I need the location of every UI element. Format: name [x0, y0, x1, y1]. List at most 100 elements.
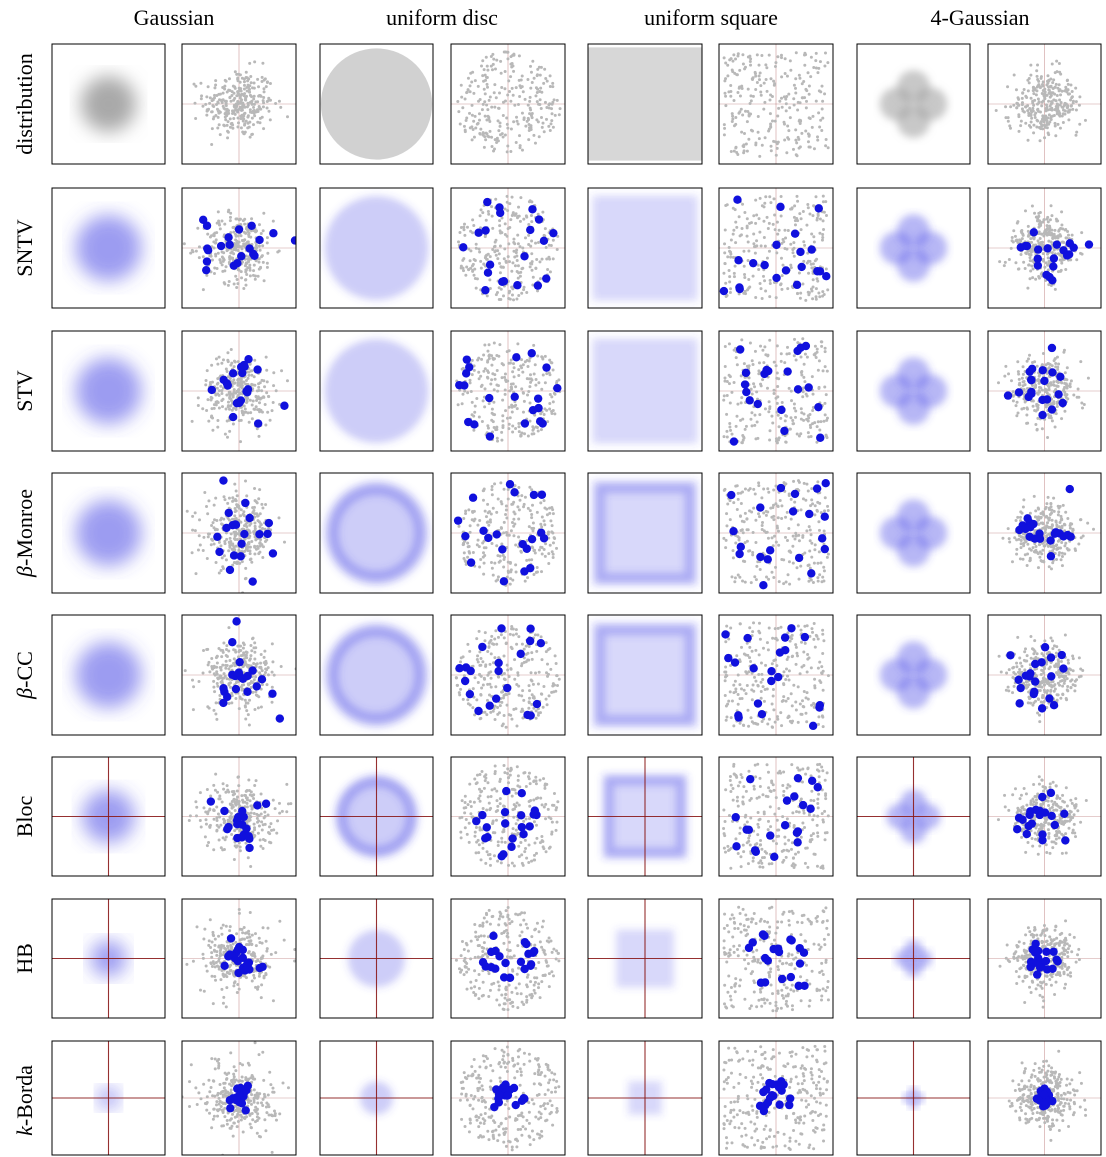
density-blob [324, 481, 429, 585]
voter-point [773, 213, 777, 217]
voter-point [229, 347, 233, 351]
voter-point [532, 526, 536, 530]
voter-point [1066, 82, 1070, 86]
voter-point [746, 55, 750, 59]
voter-point [1057, 62, 1061, 66]
voter-point [756, 130, 760, 134]
voter-point [1038, 139, 1042, 143]
voter-point [1036, 239, 1040, 243]
voter-point [792, 406, 796, 410]
voter-point [1076, 387, 1080, 391]
voter-point [531, 283, 535, 287]
voter-point [798, 76, 802, 80]
voter-point [543, 227, 547, 231]
voter-point [543, 407, 547, 411]
voter-point [503, 99, 507, 103]
winner-point [780, 426, 789, 436]
voter-point [765, 256, 769, 260]
voter-point [777, 543, 781, 547]
voter-point [240, 276, 244, 280]
voter-point [1028, 558, 1032, 562]
voter-point [824, 200, 828, 204]
voter-point [467, 247, 471, 251]
voter-point [547, 530, 551, 534]
voter-point [732, 124, 736, 128]
voter-point [1007, 372, 1011, 376]
voter-point [764, 509, 768, 513]
voter-point [1060, 564, 1064, 568]
voter-point [783, 228, 787, 232]
voter-point [254, 394, 258, 398]
voter-point [514, 212, 518, 216]
voter-point [779, 53, 783, 57]
voter-point [225, 123, 229, 127]
voter-point [496, 578, 500, 582]
voter-point [529, 124, 533, 128]
voter-point [230, 121, 234, 125]
density-panel [51, 614, 166, 736]
voter-point [1019, 546, 1023, 550]
voter-point [244, 283, 248, 287]
voter-point [760, 297, 764, 301]
voter-point [217, 646, 221, 650]
voter-point [516, 505, 520, 509]
voter-point [818, 125, 822, 129]
voter-point [249, 685, 253, 689]
voter-point [1046, 220, 1050, 224]
voter-point [197, 679, 201, 683]
voter-point [1031, 259, 1035, 263]
voter-point [484, 75, 488, 79]
voter-point [263, 540, 267, 544]
voter-point [192, 82, 196, 86]
voter-point [1034, 409, 1038, 413]
voter-point [243, 92, 247, 96]
voter-point [486, 252, 490, 256]
winner-point [529, 490, 539, 500]
voter-point [1044, 363, 1048, 367]
voter-point [723, 251, 727, 255]
voter-point [808, 528, 812, 532]
voter-point [505, 533, 509, 537]
voter-point [460, 95, 464, 99]
voter-point [800, 131, 804, 135]
voter-point [1031, 276, 1035, 280]
voter-point [1031, 404, 1035, 408]
voter-point [724, 77, 728, 81]
voter-point [825, 416, 829, 420]
voter-point [749, 112, 753, 116]
voter-point [821, 290, 825, 294]
voter-point [482, 551, 486, 555]
voter-point [221, 358, 225, 362]
voter-point [498, 559, 502, 563]
voter-point [233, 533, 237, 537]
voter-point [232, 537, 236, 541]
voter-point [782, 481, 786, 485]
voter-point [261, 105, 265, 109]
voter-point [548, 407, 552, 411]
voter-point [258, 401, 262, 405]
voter-point [806, 251, 810, 255]
voter-point [228, 219, 232, 223]
voter-point [532, 573, 536, 577]
voter-point [508, 297, 512, 301]
voter-point [250, 99, 254, 103]
winner-point [522, 544, 531, 553]
voter-point [725, 512, 729, 516]
voter-point [251, 383, 255, 387]
voter-point [545, 105, 549, 109]
voter-point [759, 344, 763, 348]
voter-point [1021, 557, 1025, 561]
voter-point [474, 286, 478, 290]
winner-point [793, 385, 803, 394]
voter-point [1026, 286, 1030, 290]
voter-point [253, 512, 257, 516]
panel-frame [987, 472, 1102, 594]
voter-point [481, 59, 485, 63]
voter-point [823, 365, 827, 369]
voter-point [1032, 103, 1036, 107]
voter-point [463, 97, 467, 101]
voter-point [723, 242, 727, 246]
voter-point [758, 281, 762, 285]
voter-point [797, 577, 801, 581]
voter-point [1055, 384, 1059, 388]
